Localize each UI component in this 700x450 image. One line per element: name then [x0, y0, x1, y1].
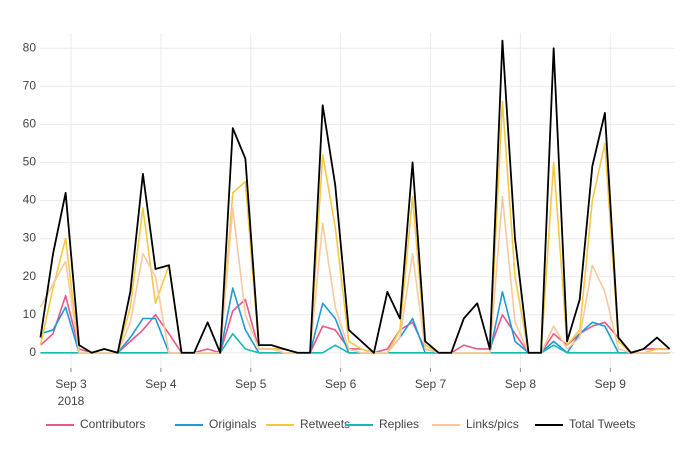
legend-label: Originals	[209, 417, 256, 431]
series-line	[39, 39, 671, 354]
y-tick-label: 60	[23, 117, 37, 131]
series-line	[39, 195, 670, 354]
series-line	[40, 332, 670, 354]
y-tick-label: 40	[23, 193, 37, 207]
series-line	[39, 100, 670, 354]
y-tick-label: 10	[23, 307, 37, 321]
y-tick-label: 0	[29, 345, 36, 359]
x-tick-label: Sep 6	[325, 377, 357, 391]
y-tick-label: 80	[23, 40, 37, 54]
y-tick-label: 20	[23, 269, 37, 283]
y-tick-label: 70	[23, 78, 37, 92]
x-tick-label: Sep 7	[415, 377, 447, 391]
legend-label: Contributors	[80, 417, 145, 431]
y-tick-label: 50	[23, 155, 37, 169]
series-line	[39, 294, 670, 354]
legend-label: Links/pics	[466, 417, 519, 431]
legend-label: Total Tweets	[569, 417, 635, 431]
y-tick-label: 30	[23, 231, 37, 245]
x-tick-label: Sep 9	[595, 377, 627, 391]
x-tick-label: Sep 4	[145, 377, 177, 391]
legend-label: Retweets	[300, 417, 350, 431]
x-tick-label: Sep 5	[235, 377, 267, 391]
x-tick-label: Sep 3	[55, 377, 87, 391]
x-tick-label: Sep 8	[505, 377, 537, 391]
legend-label: Replies	[379, 417, 419, 431]
x-sublabel: 2018	[58, 394, 85, 408]
